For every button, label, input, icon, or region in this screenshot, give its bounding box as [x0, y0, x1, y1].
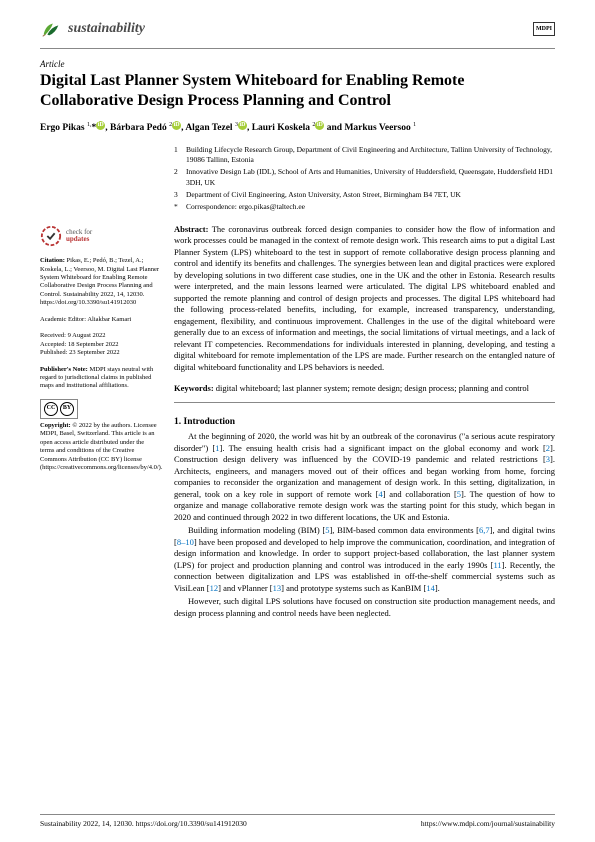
- section-1-heading: 1. Introduction: [174, 417, 555, 427]
- received-date: Received: 9 August 2022: [40, 332, 160, 340]
- main-column: 1Building Lifecycle Research Group, Depa…: [174, 145, 555, 621]
- article-title: Digital Last Planner System Whiteboard f…: [40, 71, 555, 111]
- check-for-updates-badge[interactable]: check for updates: [40, 225, 160, 247]
- keywords: Keywords: digital whiteboard; last plann…: [174, 383, 555, 403]
- page-footer: Sustainability 2022, 14, 12030. https://…: [40, 814, 555, 828]
- by-icon: BY: [60, 402, 74, 416]
- affiliation-row: *Correspondence: ergo.pikas@taltech.ee: [174, 202, 555, 212]
- journal-name: sustainability: [68, 21, 145, 37]
- authors-line: Ergo Pikas 1,*iD, Bárbara Pedó 2iD, Alga…: [40, 121, 555, 133]
- footer-left: Sustainability 2022, 14, 12030. https://…: [40, 819, 247, 828]
- intro-p2: Building information modeling (BIM) [5],…: [174, 525, 555, 594]
- editor-name: Aliakbar Kamari: [87, 316, 131, 323]
- pubnote-label: Publisher's Note:: [40, 366, 88, 373]
- affiliation-row: 2Innovative Design Lab (IDL), School of …: [174, 167, 555, 187]
- publishers-note: Publisher's Note: MDPI stays neutral wit…: [40, 366, 160, 391]
- citation-label: Citation:: [40, 257, 65, 264]
- journal-brand: sustainability: [40, 18, 145, 40]
- keywords-text: digital whiteboard; last planner system;…: [216, 383, 529, 393]
- mdpi-logo: MDPI: [533, 22, 555, 36]
- keywords-label: Keywords:: [174, 383, 214, 393]
- published-date: Published: 23 September 2022: [40, 349, 160, 357]
- affiliation-row: 3Department of Civil Engineering, Aston …: [174, 190, 555, 200]
- editor-block: Academic Editor: Aliakbar Kamari: [40, 316, 160, 324]
- copyright-text: © 2022 by the authors. Licensee MDPI, Ba…: [40, 422, 162, 471]
- abstract-text: The coronavirus outbreak forced design c…: [174, 224, 555, 372]
- intro-p3: However, such digital LPS solutions have…: [174, 596, 555, 619]
- leaf-icon: [40, 18, 62, 40]
- citation-text: Pikas, E.; Pedó, B.; Tezel, A.; Koskela,…: [40, 257, 159, 306]
- copyright-label: Copyright:: [40, 422, 71, 429]
- sidebar: check for updates Citation: Pikas, E.; P…: [40, 145, 160, 621]
- footer-right: https://www.mdpi.com/journal/sustainabil…: [421, 819, 555, 828]
- citation-block: Citation: Pikas, E.; Pedó, B.; Tezel, A.…: [40, 257, 160, 308]
- intro-p1: At the beginning of 2020, the world was …: [174, 431, 555, 523]
- abstract: Abstract: The coronavirus outbreak force…: [174, 224, 555, 373]
- affiliation-row: 1Building Lifecycle Research Group, Depa…: [174, 145, 555, 165]
- license-block: CC BY Copyright: © 2022 by the authors. …: [40, 399, 160, 473]
- affiliations: 1Building Lifecycle Research Group, Depa…: [174, 145, 555, 212]
- check-updates-icon: [40, 225, 62, 247]
- editor-label: Academic Editor:: [40, 316, 86, 323]
- dates-block: Received: 9 August 2022 Accepted: 18 Sep…: [40, 332, 160, 357]
- article-type: Article: [40, 59, 555, 69]
- cc-icon: CC: [44, 402, 58, 416]
- check-l2: updates: [66, 236, 92, 243]
- cc-by-badge: CC BY: [40, 399, 78, 419]
- accepted-date: Accepted: 18 September 2022: [40, 341, 160, 349]
- abstract-label: Abstract:: [174, 224, 208, 234]
